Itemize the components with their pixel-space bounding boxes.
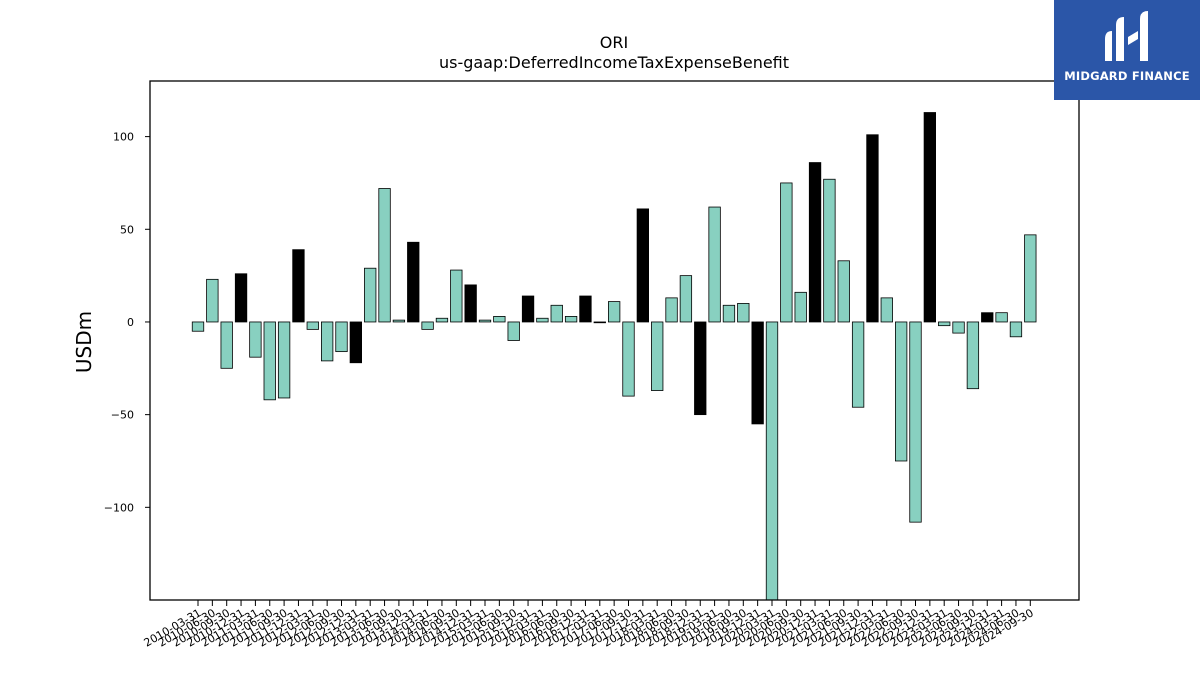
bar-2019-12-31 [751,321,764,425]
bar-2022-12-31 [923,112,936,323]
bar-2016-12-31 [579,295,592,323]
bar-2012-09-30 [335,321,348,353]
bar-2012-12-31 [349,321,363,364]
bar-2018-09-30 [679,275,693,323]
bar-2017-06-30 [608,301,621,323]
bar-2023-09-30 [966,321,980,390]
bar-2020-09-30 [794,291,807,323]
bar-2018-12-31 [694,321,707,416]
bar-2010-03-31 [191,321,205,332]
chart-title: ORI [600,33,628,52]
bar-2021-12-31 [866,134,879,323]
bar-2016-09-30 [564,316,578,323]
bar-2014-06-30 [435,317,449,323]
bar-2015-12-31 [521,295,535,323]
bar-2014-03-31 [421,321,434,330]
logo: MIDGARD FINANCE [1054,0,1200,100]
bar-2016-03-31 [536,317,549,323]
bar-2023-12-31 [981,312,994,323]
bar-2024-09-30 [1024,234,1037,323]
bar-2012-06-30 [320,321,334,362]
y-axis-label: USDm [72,311,96,373]
bar-2011-09-30 [277,321,291,399]
bar-2021-06-30 [837,260,850,323]
bar-2019-03-31 [708,206,721,323]
bar-2021-09-30 [851,321,865,408]
bar-2022-03-31 [880,297,893,323]
bar-2013-03-31 [364,267,377,323]
bar-2022-06-30 [895,321,908,462]
x-axis-ticks: 2010-03-312010-06-302010-09-302010-12-31… [142,600,1036,650]
bar-2015-09-30 [507,321,520,341]
bar-2019-09-30 [737,303,750,323]
chart-subtitle: us-gaap:DeferredIncomeTaxExpenseBenefit [439,53,789,72]
bar-2023-03-31 [938,321,951,327]
bar-2011-12-31 [292,249,305,323]
bar-2020-12-31 [808,162,822,323]
bar-2014-12-31 [464,284,477,323]
y-tick-label: 100 [113,131,134,144]
bar-2019-06-30 [722,304,736,323]
plot-frame [149,80,1080,601]
y-tick-label: 50 [120,223,134,236]
logo-mark-icon [1105,11,1148,61]
bar-2013-06-30 [378,188,391,323]
y-tick-label: 0 [127,316,134,329]
bar-2010-09-30 [220,321,233,369]
bar-2020-06-30 [780,182,793,323]
bar-2017-03-31 [593,321,606,324]
bar-2024-03-31 [995,312,1008,323]
bar-2011-06-30 [263,321,276,401]
bar-2017-12-31 [636,208,649,323]
bar-2023-06-30 [952,321,965,334]
bar-2020-03-31 [765,321,779,601]
y-tick-label: −100 [104,501,134,514]
y-axis-ticks: −100 −50 0 50 100 [104,131,150,514]
bar-2013-12-31 [407,241,420,323]
bar-2021-03-31 [823,178,836,323]
bars-group [191,112,1037,601]
bar-2010-12-31 [234,273,248,323]
bar-2015-03-31 [478,319,492,323]
bar-2022-09-30 [909,321,922,523]
bar-2012-03-31 [306,321,319,330]
bar-2014-09-30 [450,269,463,323]
logo-name: MIDGARD FINANCE [1064,69,1190,83]
bar-2024-06-30 [1009,321,1023,338]
bar-2010-06-30 [206,278,219,323]
bar-2016-06-30 [550,304,563,323]
bar-2013-09-30 [392,319,406,323]
bar-2017-09-30 [622,321,635,397]
bar-2015-06-30 [493,316,506,323]
y-tick-label: −50 [111,409,134,422]
bar-2011-03-31 [249,321,262,358]
bar-2018-06-30 [665,297,678,323]
bar-2018-03-31 [651,321,664,391]
